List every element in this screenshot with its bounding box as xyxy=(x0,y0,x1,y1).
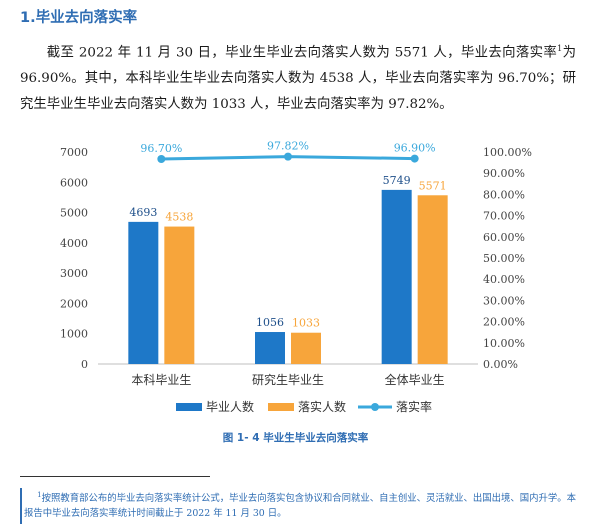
y-right-tick-label: 0.00% xyxy=(483,358,518,371)
legend-label: 毕业人数 xyxy=(206,399,254,414)
rate-point xyxy=(410,154,419,163)
y-left-tick-label: 4000 xyxy=(60,237,88,250)
x-category-label: 研究生毕业生 xyxy=(252,372,324,387)
legend-label: 落实人数 xyxy=(298,399,346,414)
footnote-reference[interactable]: 1 xyxy=(557,44,563,53)
y-left-tick-label: 7000 xyxy=(60,146,88,159)
employment-rate-chart: 0 1000 2000 3000 4000 5000 6000 7000 0.00% 10.00%… xyxy=(60,140,532,414)
y-left-tick-label: 1000 xyxy=(60,328,88,341)
y-left-tick-label: 0 xyxy=(81,358,88,371)
rate-data-label: 97.82% xyxy=(267,140,309,153)
bar-data-label: 4693 xyxy=(129,206,157,219)
y-right-tick-label: 50.00% xyxy=(483,252,525,265)
y-right-tick-label: 80.00% xyxy=(483,188,525,201)
footnote: 1按照教育部公布的毕业去向落实率统计公式，毕业去向落实包含协议和合同就业、自主创… xyxy=(20,488,580,524)
bar-data-label: 5749 xyxy=(383,174,411,187)
paragraph-text-b: 为 96.90%。其中，本科毕业生毕业去向落实人数为 4538 人，毕业去向落实… xyxy=(20,45,576,113)
bar-employed xyxy=(164,226,195,364)
bar-employed xyxy=(291,332,321,364)
footnote-marker: 1 xyxy=(37,491,42,499)
footnote-text: 按照教育部公布的毕业去向落实率统计公式，毕业去向落实包含协议和合同就业、自主创业… xyxy=(24,493,577,520)
bar-data-label: 1033 xyxy=(292,317,320,330)
x-category-label: 本科毕业生 xyxy=(131,373,191,387)
x-category-label: 全体毕业生 xyxy=(385,372,445,387)
bar-graduates xyxy=(255,332,285,364)
y-left-tick-label: 2000 xyxy=(60,297,88,310)
y-right-tick-label: 100.00% xyxy=(483,146,532,159)
legend-label: 落实率 xyxy=(396,399,432,414)
footnote-divider xyxy=(20,476,210,477)
y-right-tick-label: 70.00% xyxy=(483,210,525,223)
bar-graduates xyxy=(128,221,159,364)
rate-data-label: 96.90% xyxy=(394,142,436,155)
paragraph-text-a: 截至 2022 年 11 月 30 日，毕业生毕业去向落实人数为 5571 人，… xyxy=(46,45,558,61)
y-right-tick-label: 20.00% xyxy=(483,316,525,329)
bar-graduates xyxy=(381,189,412,364)
legend-swatch xyxy=(176,403,202,411)
rate-point xyxy=(284,152,292,161)
y-right-tick-label: 60.00% xyxy=(483,231,525,244)
bar-data-label: 1056 xyxy=(256,316,284,329)
y-left-tick-label: 6000 xyxy=(60,176,88,189)
y-left-tick-label: 3000 xyxy=(60,267,88,280)
bar-data-label: 5571 xyxy=(419,179,447,192)
rate-data-label: 96.70% xyxy=(140,142,182,155)
bar-employed xyxy=(417,195,448,364)
section-heading: 1.毕业去向落实率 xyxy=(20,10,138,26)
legend-swatch xyxy=(268,403,294,411)
summary-paragraph: 截至 2022 年 11 月 30 日，毕业生毕业去向落实人数为 5571 人，… xyxy=(20,36,576,118)
y-right-tick-label: 90.00% xyxy=(483,167,525,180)
y-right-tick-label: 40.00% xyxy=(483,273,525,286)
legend-swatch-marker xyxy=(371,403,379,411)
y-left-tick-label: 5000 xyxy=(60,207,88,220)
y-right-tick-label: 10.00% xyxy=(483,337,525,350)
bar-data-label: 4538 xyxy=(165,211,193,224)
y-right-tick-label: 30.00% xyxy=(483,294,525,307)
rate-point xyxy=(157,154,166,163)
figure-caption: 图 1- 4 毕业生毕业去向落实率 xyxy=(222,432,369,444)
